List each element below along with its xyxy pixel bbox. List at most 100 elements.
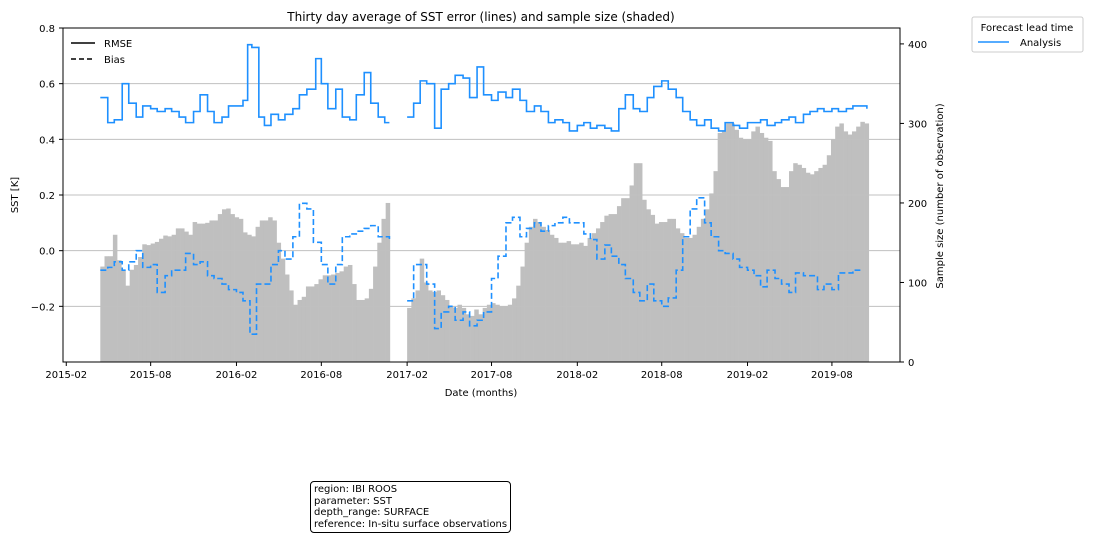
sample-size-bar bbox=[717, 132, 723, 362]
sample-size-bar bbox=[343, 266, 349, 362]
sample-size-bar bbox=[486, 304, 492, 362]
y-tick-label: 0.8 bbox=[39, 24, 55, 35]
y2-tick-label: 200 bbox=[908, 199, 927, 210]
sample-size-bar bbox=[528, 226, 534, 362]
sample-size-bar bbox=[814, 171, 819, 362]
sample-size-bar bbox=[558, 242, 563, 362]
sample-size-bar bbox=[217, 214, 223, 362]
sample-size-bar bbox=[423, 282, 429, 362]
sample-size-bar bbox=[579, 242, 584, 362]
sample-size-bar bbox=[419, 258, 425, 362]
metadata-box: region: IBI ROOS parameter: SST depth_ra… bbox=[310, 481, 512, 533]
sample-size-bar bbox=[457, 304, 462, 362]
sample-size-bar bbox=[516, 285, 521, 362]
sample-size-bar bbox=[776, 179, 781, 362]
sample-size-bar bbox=[280, 258, 286, 362]
sample-size-bar bbox=[415, 290, 421, 362]
sample-size-bar bbox=[171, 234, 177, 362]
sample-size-bar bbox=[364, 298, 370, 362]
chart-title: Thirty day average of SST error (lines) … bbox=[286, 10, 674, 24]
x-axis-label: Date (months) bbox=[445, 388, 518, 399]
sample-size-bar bbox=[310, 286, 315, 362]
sample-size-bar bbox=[755, 126, 760, 362]
sample-size-bar bbox=[154, 241, 160, 362]
sample-size-bar bbox=[646, 209, 651, 362]
sample-size-bar bbox=[763, 137, 769, 362]
sample-size-bar bbox=[713, 171, 718, 362]
sample-size-bar bbox=[184, 231, 189, 362]
sample-size-bar bbox=[297, 299, 303, 362]
sample-size-bar bbox=[326, 275, 332, 362]
sample-size-bar bbox=[263, 220, 269, 362]
sample-size-bar bbox=[801, 167, 807, 362]
sample-size-bar bbox=[688, 237, 693, 362]
sample-size-bar bbox=[465, 314, 471, 362]
parameter-text: parameter: SST bbox=[314, 495, 392, 507]
sample-size-bar bbox=[709, 193, 714, 362]
sample-size-bar bbox=[482, 307, 488, 362]
lead-time-legend: Forecast lead time Analysis bbox=[971, 16, 1084, 53]
sample-size-bar bbox=[675, 228, 681, 362]
sample-size-bar bbox=[284, 274, 290, 362]
sample-size-bar bbox=[222, 209, 227, 362]
sample-size-bar bbox=[192, 222, 198, 362]
sample-size-bar bbox=[196, 223, 202, 362]
sample-size-bar bbox=[684, 237, 689, 362]
sample-size-bar bbox=[129, 269, 135, 362]
sample-size-bar bbox=[125, 285, 130, 362]
sample-size-bar bbox=[772, 171, 777, 362]
sample-size-bar bbox=[188, 234, 193, 362]
sample-size-bar bbox=[730, 123, 735, 363]
sample-size-bar bbox=[499, 306, 504, 362]
reference-text: reference: In-situ surface observations bbox=[314, 518, 508, 530]
sample-size-bar bbox=[356, 299, 361, 362]
sample-size-bar bbox=[570, 244, 576, 362]
y-axis-label: SST [K] bbox=[10, 177, 21, 213]
sample-size-bar bbox=[268, 217, 273, 362]
sample-size-bar bbox=[301, 296, 307, 362]
sample-size-bar bbox=[654, 223, 660, 362]
sample-size-bar bbox=[860, 121, 865, 362]
sample-size-bar bbox=[574, 244, 580, 362]
sample-size-bar bbox=[474, 309, 479, 362]
sample-size-bar bbox=[864, 123, 870, 363]
sample-size-bar bbox=[133, 264, 139, 362]
sample-size-bar bbox=[512, 298, 517, 362]
sample-size-bar bbox=[658, 222, 664, 362]
sample-size-bar bbox=[251, 236, 256, 362]
depth-range-text: depth_range: SURFACE bbox=[314, 507, 430, 518]
x-tick-label: 2018-08 bbox=[641, 370, 683, 381]
sample-size-bar bbox=[352, 284, 357, 362]
sample-size-bar bbox=[255, 226, 261, 362]
sample-size-bar bbox=[117, 260, 122, 362]
sample-size-bar bbox=[331, 274, 336, 362]
sample-size-bar bbox=[856, 126, 861, 362]
sample-size-bar bbox=[305, 286, 311, 362]
sample-size-bar bbox=[360, 299, 365, 362]
sample-size-bar bbox=[533, 218, 538, 362]
sample-size-bar bbox=[259, 220, 265, 362]
sample-size-bar bbox=[847, 134, 853, 362]
sample-size-bar bbox=[810, 174, 815, 362]
sample-size-bar bbox=[818, 167, 823, 362]
rmse-line bbox=[407, 66, 868, 132]
sample-size-bar bbox=[272, 220, 277, 362]
sample-size-bar bbox=[150, 243, 156, 362]
sample-size-bar bbox=[167, 236, 172, 362]
sample-size-bar bbox=[276, 242, 282, 362]
sample-size-bar bbox=[385, 202, 391, 362]
y-tick-label: 0.2 bbox=[39, 191, 55, 202]
sample-size-bar bbox=[108, 256, 114, 362]
x-tick-label: 2017-08 bbox=[471, 370, 513, 381]
sample-size-bar bbox=[205, 222, 210, 362]
sample-size-bar bbox=[209, 220, 214, 362]
sample-size-bar bbox=[112, 234, 118, 362]
x-tick-label: 2019-08 bbox=[811, 370, 853, 381]
sample-size-bar bbox=[503, 306, 509, 362]
sample-size-bar bbox=[339, 271, 345, 362]
sample-size-bar bbox=[175, 228, 181, 362]
bars-layer bbox=[100, 121, 870, 363]
sample-size-bar bbox=[692, 234, 697, 362]
analysis-legend-label: Analysis bbox=[1020, 38, 1061, 49]
sample-size-bar bbox=[671, 218, 677, 362]
